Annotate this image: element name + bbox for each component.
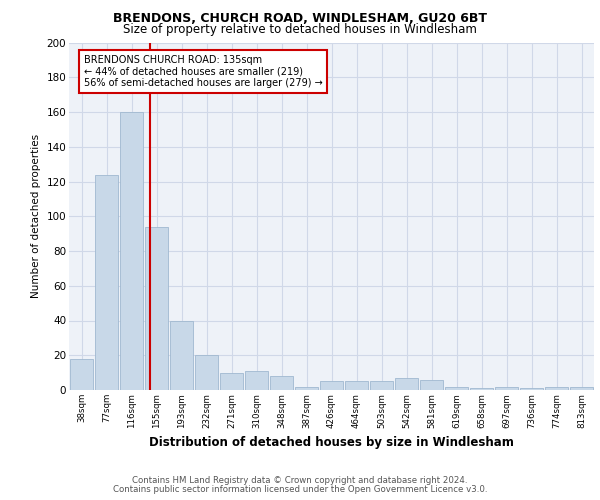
Bar (520, 388, 543, 390)
Bar (170, 320, 193, 390)
Bar (70, 358, 93, 390)
Bar (495, 386, 518, 390)
Bar (220, 372, 243, 390)
Text: BRENDONS, CHURCH ROAD, WINDLESHAM, GU20 6BT: BRENDONS, CHURCH ROAD, WINDLESHAM, GU20 … (113, 12, 487, 26)
Bar (145, 226, 168, 390)
Bar (470, 388, 493, 390)
Bar (420, 380, 443, 390)
Bar (95, 174, 118, 390)
Text: Contains public sector information licensed under the Open Government Licence v3: Contains public sector information licen… (113, 484, 487, 494)
Bar (120, 112, 143, 390)
Bar (370, 382, 393, 390)
Bar (195, 355, 218, 390)
Text: BRENDONS CHURCH ROAD: 135sqm
← 44% of detached houses are smaller (219)
56% of s: BRENDONS CHURCH ROAD: 135sqm ← 44% of de… (83, 54, 322, 88)
Text: Contains HM Land Registry data © Crown copyright and database right 2024.: Contains HM Land Registry data © Crown c… (132, 476, 468, 485)
Bar (570, 386, 593, 390)
Bar (270, 376, 293, 390)
X-axis label: Distribution of detached houses by size in Windlesham: Distribution of detached houses by size … (149, 436, 514, 449)
Y-axis label: Number of detached properties: Number of detached properties (31, 134, 41, 298)
Bar (320, 382, 343, 390)
Text: Size of property relative to detached houses in Windlesham: Size of property relative to detached ho… (123, 22, 477, 36)
Bar (345, 382, 368, 390)
Bar (545, 386, 568, 390)
Bar (245, 371, 268, 390)
Bar (295, 386, 318, 390)
Bar (395, 378, 418, 390)
Bar (445, 386, 468, 390)
